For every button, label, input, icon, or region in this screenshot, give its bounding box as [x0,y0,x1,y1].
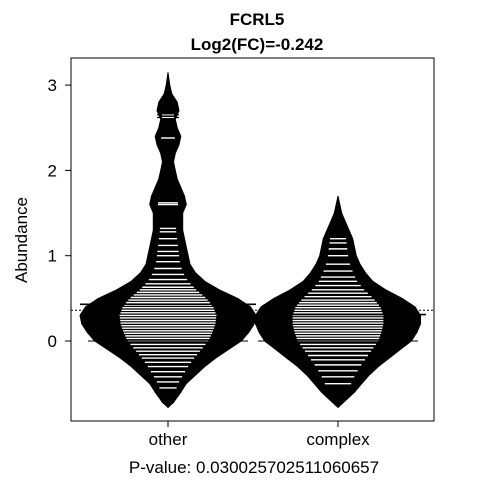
bean-density-complex [255,195,421,409]
y-tick-label: 0 [48,332,57,351]
bean-complex [250,195,426,409]
x-tick-label: complex [306,430,370,449]
y-axis-label: Abundance [12,197,31,283]
plot-frame [70,57,435,422]
chart-title: FCRL5 [230,10,285,29]
x-tick-label: other [149,430,188,449]
beans-layer [71,72,434,409]
bean-other [79,72,257,409]
y-tick-label: 1 [48,247,57,266]
bean-density-other [79,72,257,409]
chart-subtitle: Log2(FC)=-0.242 [191,35,324,54]
x-axis: other complex [149,421,370,449]
y-tick-label: 3 [48,76,57,95]
x-axis-label: P-value: 0.030025702511060657 [129,458,379,477]
y-axis: 0 1 2 3 [48,76,71,351]
y-tick-label: 2 [48,161,57,180]
